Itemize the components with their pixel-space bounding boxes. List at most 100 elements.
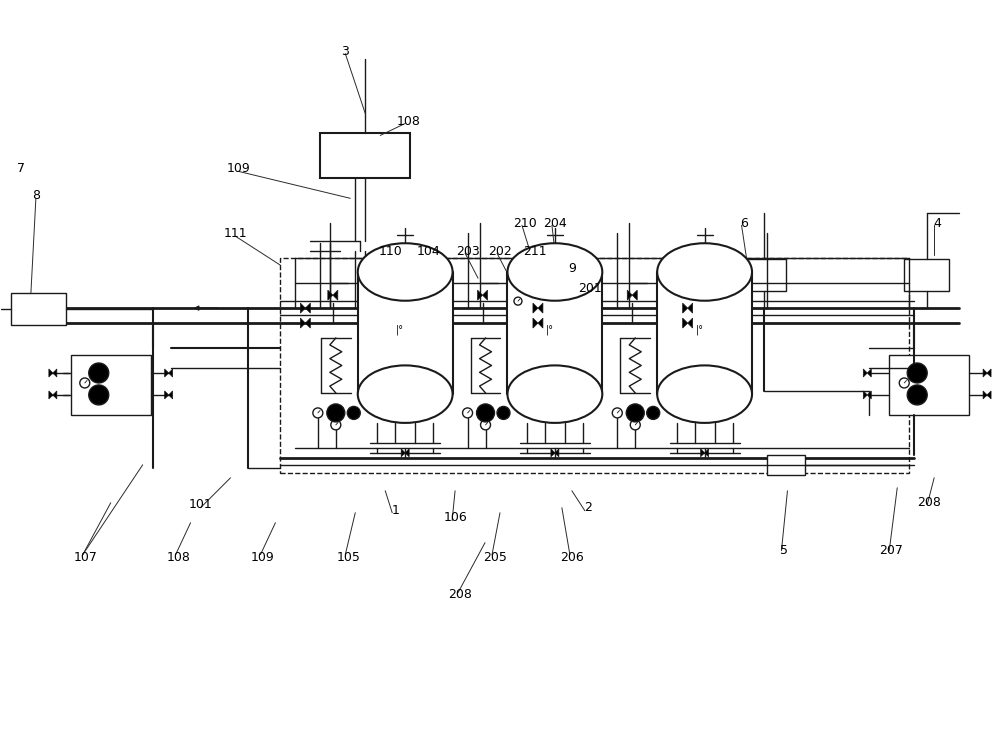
Text: 201: 201 [578,281,602,295]
Text: 108: 108 [396,115,420,128]
Bar [11,293,66,325]
Circle shape [89,385,109,405]
Ellipse shape [657,366,752,423]
Text: 106: 106 [443,511,467,524]
Text: |°: |° [696,324,704,335]
Circle shape [907,385,927,405]
Text: 109: 109 [227,162,250,175]
Polygon shape [983,369,987,377]
Text: 202: 202 [488,245,512,258]
Bar [280,258,909,473]
Polygon shape [478,290,483,300]
Polygon shape [165,369,169,377]
Text: 207: 207 [879,544,903,557]
Ellipse shape [507,243,602,301]
Circle shape [647,406,660,419]
Polygon shape [987,391,991,399]
Circle shape [463,408,473,418]
Polygon shape [867,391,871,399]
Bar [71,355,151,415]
Text: 8: 8 [32,189,40,202]
Circle shape [313,408,323,418]
Circle shape [907,363,927,383]
Text: 105: 105 [336,551,360,564]
Text: 1: 1 [391,504,399,517]
Text: |°: |° [396,324,404,335]
Text: 111: 111 [224,226,247,240]
Circle shape [327,404,345,422]
Circle shape [514,297,522,305]
Polygon shape [305,303,310,313]
Text: 4: 4 [933,217,941,229]
Circle shape [89,363,109,383]
Text: 210: 210 [513,217,537,229]
Polygon shape [683,318,688,328]
Polygon shape [49,369,53,377]
Bar [658,272,751,394]
Ellipse shape [507,366,602,423]
Text: 208: 208 [448,588,472,601]
Circle shape [899,378,909,388]
Polygon shape [867,369,871,377]
Text: 5: 5 [780,544,788,557]
Polygon shape [169,369,173,377]
Polygon shape [300,303,305,313]
Polygon shape [983,391,987,399]
Text: 7: 7 [17,162,25,175]
Ellipse shape [358,366,453,423]
Text: 108: 108 [167,551,191,564]
Polygon shape [632,290,637,300]
Text: |°: |° [546,324,554,335]
Text: 203: 203 [456,245,480,258]
Circle shape [477,404,495,422]
Text: 204: 204 [543,217,567,229]
Ellipse shape [657,243,752,301]
Polygon shape [333,290,338,300]
Circle shape [612,408,622,418]
Polygon shape [987,369,991,377]
Polygon shape [538,318,543,328]
Text: 109: 109 [251,551,274,564]
Polygon shape [701,449,705,457]
Bar [359,272,452,394]
Text: 208: 208 [917,496,941,509]
Polygon shape [300,318,305,328]
Text: 205: 205 [483,551,507,564]
Polygon shape [688,318,693,328]
Circle shape [626,404,644,422]
Polygon shape [683,303,688,313]
Circle shape [80,378,90,388]
Circle shape [497,406,510,419]
Polygon shape [627,290,632,300]
Text: 9: 9 [568,262,576,275]
Text: 206: 206 [560,551,584,564]
Polygon shape [165,391,169,399]
Polygon shape [538,303,543,313]
Circle shape [481,420,491,430]
Circle shape [630,420,640,430]
Bar [320,133,410,178]
Bar [889,355,969,415]
Polygon shape [688,303,693,313]
Polygon shape [483,290,488,300]
Text: 110: 110 [378,245,402,258]
Polygon shape [49,391,53,399]
Polygon shape [53,391,57,399]
Text: 101: 101 [189,498,212,511]
Polygon shape [53,369,57,377]
Text: 6: 6 [741,217,748,229]
Polygon shape [533,318,538,328]
Polygon shape [305,318,310,328]
Polygon shape [533,303,538,313]
Polygon shape [169,391,173,399]
Circle shape [331,420,341,430]
Polygon shape [863,391,867,399]
Bar [742,259,786,291]
Polygon shape [401,449,405,457]
Text: 2: 2 [584,501,592,515]
Text: 3: 3 [341,45,349,58]
Polygon shape [555,449,559,457]
Polygon shape [405,449,409,457]
Circle shape [347,406,360,419]
Bar [767,455,805,475]
